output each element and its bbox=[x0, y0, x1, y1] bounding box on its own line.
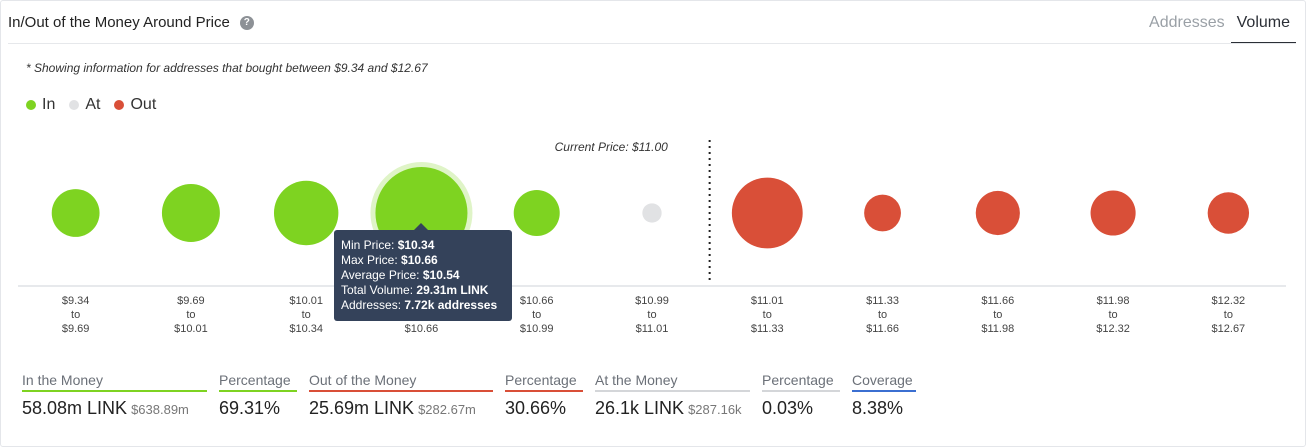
bubble-out-8[interactable] bbox=[975, 190, 1020, 236]
legend-dot-out bbox=[114, 100, 125, 110]
stat-label: Out of the Money bbox=[309, 372, 493, 392]
x-tick-label-8-0: $11.66 bbox=[981, 295, 1014, 307]
stat-sub: $282.67m bbox=[418, 402, 476, 417]
stat-value: 25.69m LINK $282.67m bbox=[309, 398, 476, 418]
tooltip-volume-row: Total Volume: 29.31m LINK bbox=[341, 283, 489, 297]
stat-at-the-money: At the Money 26.1k LINK $287.16k bbox=[595, 372, 750, 419]
summary-stats: In the Money 58.08m LINK $638.89m Percent… bbox=[22, 372, 928, 419]
legend-dot-at bbox=[69, 100, 80, 110]
stat-out-of-the-money: Out of the Money 25.69m LINK $282.67m bbox=[309, 372, 493, 419]
bubble-chart: $9.34 to $9.69 $9.69 to $10.01 $10.01 to $10.34 $… bbox=[18, 140, 1286, 335]
bubble-at-5[interactable] bbox=[642, 203, 662, 223]
x-tick-label-3-2: $10.66 bbox=[405, 323, 439, 335]
tab-addresses[interactable]: Addresses bbox=[1149, 14, 1225, 31]
x-tick-label-0-0: $9.34 bbox=[62, 295, 90, 307]
x-tick-label-9-0: $11.98 bbox=[1097, 295, 1130, 307]
tooltip-arrow bbox=[414, 223, 428, 230]
stat-sub: $287.16k bbox=[688, 402, 742, 417]
tooltip-addresses-row: Addresses: 7.72k addresses bbox=[341, 298, 498, 312]
x-tick-label-5-1: to bbox=[647, 309, 656, 321]
x-tick-label-2-2: $10.34 bbox=[289, 323, 323, 335]
bubble-in-0[interactable] bbox=[51, 189, 100, 237]
stat-coverage: Coverage 8.38% bbox=[852, 372, 916, 419]
stat-label: In the Money bbox=[22, 372, 207, 392]
stat-label: Percentage bbox=[505, 372, 583, 392]
bubble-in-4[interactable] bbox=[513, 190, 560, 236]
x-tick-label-9-1: to bbox=[1108, 309, 1117, 321]
x-tick-label-1-2: $10.01 bbox=[174, 323, 208, 335]
x-tick-label-4-1: to bbox=[532, 309, 541, 321]
stat-label: Coverage bbox=[852, 372, 916, 392]
legend-item-in[interactable]: In bbox=[26, 96, 55, 114]
stat-label: Percentage bbox=[762, 372, 840, 392]
legend-item-out[interactable]: Out bbox=[114, 96, 156, 114]
stat-out-percentage: Percentage 30.66% bbox=[505, 372, 583, 419]
x-tick-label-1-1: to bbox=[186, 309, 195, 321]
widget-title: In/Out of the Money Around Price ? bbox=[8, 14, 254, 31]
bubble-out-7[interactable] bbox=[864, 194, 901, 232]
tooltip-min-row: Min Price: $10.34 bbox=[341, 238, 435, 252]
x-tick-label-0-2: $9.69 bbox=[62, 323, 90, 335]
stat-value: 26.1k LINK $287.16k bbox=[595, 398, 742, 418]
stat-sub: $638.89m bbox=[131, 402, 189, 417]
stat-value: 8.38% bbox=[852, 398, 904, 418]
x-tick-label-2-0: $10.01 bbox=[289, 295, 323, 307]
x-tick-label-6-0: $11.01 bbox=[751, 295, 784, 307]
legend: In At Out bbox=[26, 96, 156, 114]
bubble-tooltip: Min Price: $10.34 Max Price: $10.66 Aver… bbox=[334, 230, 512, 321]
x-tick-label-5-0: $10.99 bbox=[635, 295, 669, 307]
info-note: * Showing information for addresses that… bbox=[26, 61, 428, 75]
stat-label: Percentage bbox=[219, 372, 297, 392]
stat-at-percentage: Percentage 0.03% bbox=[762, 372, 840, 419]
tooltip-avg-row: Average Price: $10.54 bbox=[341, 268, 460, 282]
x-tick-label-10-1: to bbox=[1224, 309, 1233, 321]
stat-value: 69.31% bbox=[219, 398, 281, 418]
x-tick-label-4-2: $10.99 bbox=[520, 323, 554, 335]
x-tick-label-10-2: $12.67 bbox=[1212, 323, 1246, 335]
help-icon[interactable]: ? bbox=[239, 15, 254, 30]
x-tick-label-8-1: to bbox=[993, 309, 1002, 321]
x-tick-label-7-0: $11.33 bbox=[866, 295, 899, 307]
x-tick-label-7-2: $11.66 bbox=[866, 323, 899, 335]
x-tick-label-5-2: $11.01 bbox=[636, 323, 669, 335]
stat-label: At the Money bbox=[595, 372, 750, 392]
current-price-label: Current Price: $11.00 bbox=[554, 140, 668, 154]
bubble-out-6[interactable] bbox=[731, 177, 803, 249]
bubble-out-10[interactable] bbox=[1207, 192, 1250, 234]
bubble-in-1[interactable] bbox=[161, 184, 220, 242]
stat-value: 58.08m LINK $638.89m bbox=[22, 398, 189, 418]
legend-dot-in bbox=[26, 100, 36, 110]
x-tick-label-7-1: to bbox=[878, 309, 887, 321]
x-tick-label-2-1: to bbox=[302, 309, 311, 321]
legend-label-out: Out bbox=[130, 96, 157, 113]
bubble-out-9[interactable] bbox=[1090, 190, 1136, 236]
x-tick-label-4-0: $10.66 bbox=[520, 295, 554, 307]
title-text: In/Out of the Money Around Price bbox=[8, 14, 230, 31]
x-tick-label-6-1: to bbox=[763, 309, 772, 321]
stat-value: 30.66% bbox=[505, 398, 567, 418]
bubble-in-2[interactable] bbox=[273, 180, 339, 246]
x-tick-label-9-2: $12.32 bbox=[1096, 323, 1130, 335]
legend-label-at: At bbox=[85, 96, 101, 113]
tooltip-max-row: Max Price: $10.66 bbox=[341, 253, 438, 267]
stat-in-the-money: In the Money 58.08m LINK $638.89m bbox=[22, 372, 207, 419]
x-tick-label-8-2: $11.98 bbox=[981, 323, 1014, 335]
stat-value: 0.03% bbox=[762, 398, 814, 418]
header-divider bbox=[8, 43, 1296, 44]
legend-label-in: In bbox=[42, 96, 56, 113]
legend-item-at[interactable]: At bbox=[69, 96, 100, 114]
stat-in-percentage: Percentage 69.31% bbox=[219, 372, 297, 419]
x-tick-label-6-2: $11.33 bbox=[751, 323, 784, 335]
x-tick-label-10-0: $12.32 bbox=[1212, 295, 1246, 307]
x-tick-label-0-1: to bbox=[71, 309, 80, 321]
x-tick-label-1-0: $9.69 bbox=[177, 295, 205, 307]
